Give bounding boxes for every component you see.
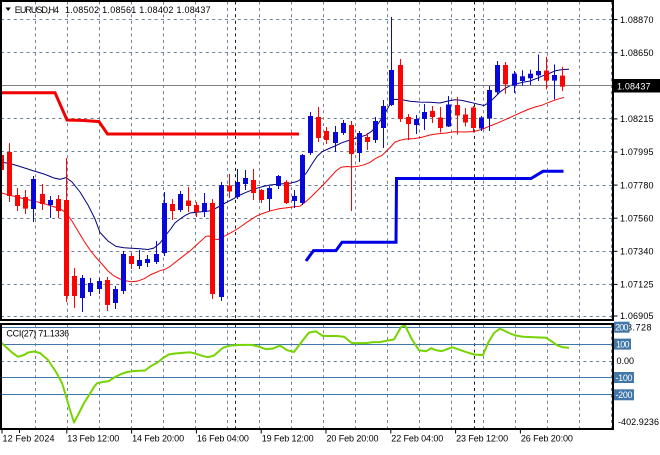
svg-text:1.08215: 1.08215 [620, 114, 654, 124]
svg-text:19 Feb 12:00: 19 Feb 12:00 [262, 434, 314, 444]
svg-text:26 Feb 20:00: 26 Feb 20:00 [521, 434, 573, 444]
svg-text:1.07560: 1.07560 [620, 213, 654, 223]
svg-text:233.728: 233.728 [616, 323, 652, 333]
svg-text:-100: -100 [616, 373, 633, 383]
svg-text:CCI(27) 71.1336: CCI(27) 71.1336 [6, 329, 69, 339]
svg-text:12 Feb 2024: 12 Feb 2024 [3, 434, 55, 444]
svg-text:14 Feb 20:00: 14 Feb 20:00 [132, 434, 184, 444]
svg-text:1.07340: 1.07340 [620, 247, 654, 257]
svg-text:-200: -200 [616, 390, 633, 400]
svg-text:1.06905: 1.06905 [620, 311, 654, 321]
svg-text:-402.9236: -402.9236 [618, 417, 659, 427]
svg-text:23 Feb 12:00: 23 Feb 12:00 [456, 434, 508, 444]
svg-text:1.07995: 1.07995 [620, 147, 654, 157]
svg-text:1.08437: 1.08437 [617, 81, 651, 91]
svg-text:1.08650: 1.08650 [620, 48, 654, 58]
svg-text:13 Feb 12:00: 13 Feb 12:00 [67, 434, 119, 444]
svg-text:0.00: 0.00 [617, 356, 635, 366]
svg-text:100: 100 [616, 339, 630, 349]
svg-text:1.07125: 1.07125 [620, 280, 654, 290]
svg-text:1.08502 1.08561 1.08402 1.0843: 1.08502 1.08561 1.08402 1.08437 [65, 5, 211, 15]
svg-text:1.07780: 1.07780 [620, 180, 654, 190]
svg-text:16 Feb 04:00: 16 Feb 04:00 [197, 434, 249, 444]
svg-text:20 Feb 20:00: 20 Feb 20:00 [327, 434, 379, 444]
svg-text:EURUSD,H4: EURUSD,H4 [15, 5, 59, 15]
svg-text:22 Feb 04:00: 22 Feb 04:00 [391, 434, 443, 444]
svg-text:200: 200 [615, 323, 629, 333]
svg-text:1.08870: 1.08870 [620, 15, 654, 25]
